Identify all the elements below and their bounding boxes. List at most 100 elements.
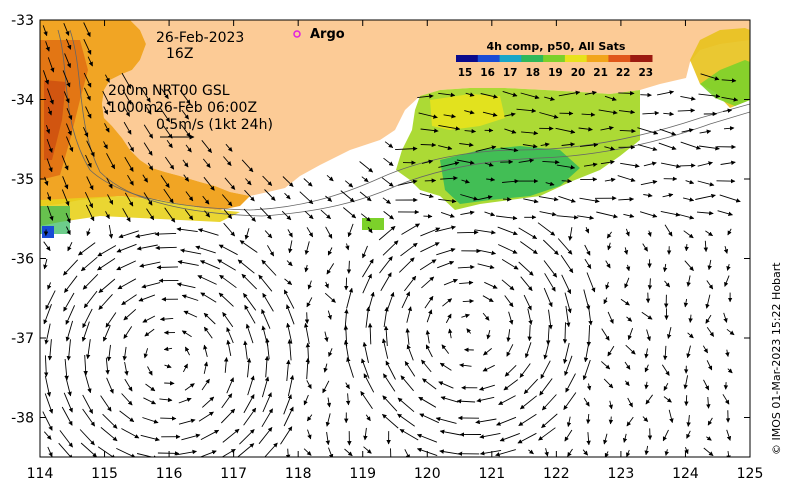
current-arrow <box>180 248 202 255</box>
current-arrow <box>699 145 720 151</box>
current-arrow <box>78 242 96 256</box>
current-arrow <box>247 375 255 396</box>
current-arrow <box>195 245 216 254</box>
current-arrow <box>607 311 614 324</box>
current-arrow <box>539 112 559 119</box>
current-arrow <box>124 362 129 376</box>
current-arrow <box>419 413 439 424</box>
current-arrow <box>627 397 633 408</box>
current-arrow <box>424 178 437 183</box>
current-arrow <box>561 274 572 295</box>
current-arrow <box>62 176 69 190</box>
current-arrow <box>306 414 313 422</box>
current-arrow <box>438 92 456 98</box>
current-arrow <box>44 375 52 397</box>
current-arrow <box>684 244 689 252</box>
current-arrow <box>325 195 333 202</box>
current-arrow <box>64 275 78 293</box>
colorbar-tick-label: 20 <box>571 67 586 79</box>
current-arrow <box>524 342 532 359</box>
current-arrow <box>304 312 310 324</box>
current-arrow <box>395 146 418 151</box>
current-arrow <box>643 193 653 198</box>
current-arrow <box>222 312 234 328</box>
current-arrow <box>688 314 693 323</box>
current-arrow <box>703 379 710 391</box>
current-arrow <box>380 272 392 292</box>
current-arrow <box>322 380 330 394</box>
current-arrow <box>620 162 640 168</box>
current-arrow <box>605 260 611 269</box>
current-arrow <box>563 342 570 364</box>
current-arrow <box>663 111 675 117</box>
current-arrow <box>662 193 674 198</box>
current-arrow <box>383 306 389 328</box>
current-arrow <box>47 205 54 221</box>
current-arrow <box>706 396 711 409</box>
current-arrow <box>306 297 313 308</box>
current-arrow <box>127 174 134 186</box>
current-arrow <box>617 175 636 182</box>
current-arrow <box>325 431 331 446</box>
current-arrow <box>384 141 394 148</box>
current-arrow <box>662 263 668 273</box>
current-arrow <box>519 395 537 410</box>
current-arrow <box>244 228 250 240</box>
current-arrow <box>287 375 295 397</box>
current-arrow <box>464 128 477 134</box>
current-arrow <box>662 429 669 442</box>
current-arrow <box>345 243 350 251</box>
current-arrow <box>561 142 576 147</box>
current-arrow <box>201 396 215 408</box>
current-arrow <box>706 436 712 441</box>
current-arrow <box>583 341 590 363</box>
current-arrow <box>586 272 596 293</box>
current-arrow <box>343 207 357 219</box>
current-arrow <box>421 359 432 373</box>
current-arrow <box>543 340 550 360</box>
current-arrow <box>484 211 496 217</box>
current-arrow <box>147 162 154 171</box>
current-arrow <box>498 244 518 254</box>
current-arrow <box>258 427 273 445</box>
current-arrow <box>285 448 291 457</box>
current-arrow <box>44 393 54 414</box>
current-arrow <box>116 447 136 457</box>
current-arrow <box>245 178 252 186</box>
current-arrow <box>601 328 610 341</box>
current-arrow <box>397 397 415 413</box>
current-arrow <box>541 394 557 411</box>
current-arrow <box>83 354 88 376</box>
current-arrow <box>578 126 593 132</box>
current-arrow <box>367 322 373 345</box>
current-arrow <box>540 142 550 147</box>
current-arrow <box>43 355 49 377</box>
current-arrow <box>439 362 452 371</box>
current-arrow <box>721 78 737 83</box>
current-arrow <box>527 308 533 325</box>
current-arrow <box>457 264 475 270</box>
current-arrow <box>516 108 537 113</box>
current-arrow <box>344 277 349 291</box>
current-arrow <box>177 260 199 266</box>
current-arrow <box>725 349 730 357</box>
current-arrow <box>42 70 50 85</box>
current-arrow <box>47 339 53 361</box>
current-arrow <box>560 255 574 274</box>
current-arrow <box>118 230 139 239</box>
current-arrow <box>361 176 369 183</box>
current-arrow <box>63 23 70 36</box>
current-arrow <box>401 223 420 235</box>
current-arrow <box>484 281 498 289</box>
current-arrow <box>557 238 573 255</box>
current-arrow <box>81 321 90 342</box>
isobath-200m <box>57 29 750 211</box>
current-arrow <box>102 90 111 107</box>
current-arrow <box>344 180 354 188</box>
current-arrow <box>644 364 649 373</box>
current-arrow <box>438 161 460 168</box>
current-arrow <box>717 210 733 216</box>
current-arrow <box>340 190 355 203</box>
current-arrow <box>683 375 689 390</box>
